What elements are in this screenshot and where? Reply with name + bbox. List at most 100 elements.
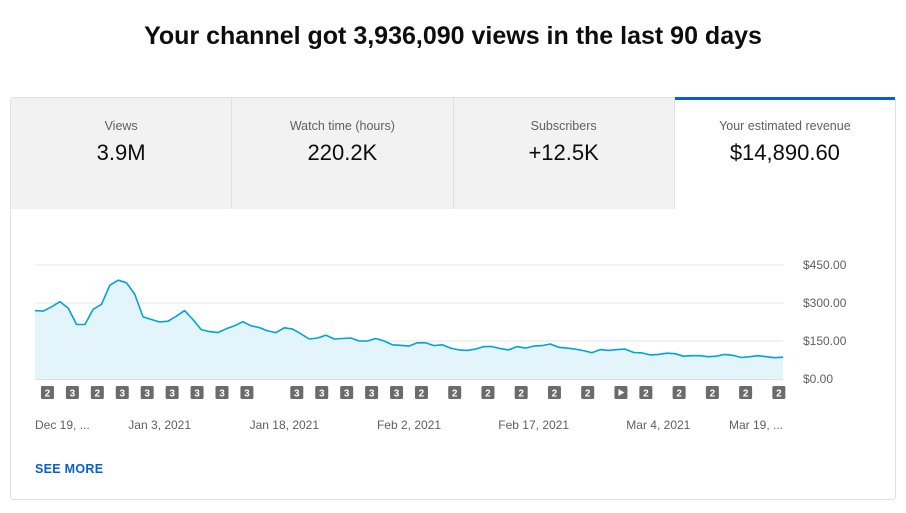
annotation-label: 3 — [70, 389, 76, 400]
annotation-badge — [115, 386, 129, 399]
annotation-label: 2 — [485, 389, 491, 400]
annotation-badge — [140, 386, 154, 399]
annotation-marker: 2 — [772, 386, 786, 400]
annotation-label: 2 — [743, 389, 749, 400]
annotation-label: 3 — [344, 389, 350, 400]
annotation-marker: 2 — [90, 386, 104, 400]
annotation-marker: 2 — [40, 386, 54, 400]
x-tick-label: Feb 2, 2021 — [377, 418, 441, 432]
annotation-label: 2 — [776, 389, 782, 400]
x-tick-label: Jan 18, 2021 — [250, 418, 320, 432]
annotation-badge — [290, 386, 304, 399]
x-tick-label: Jan 3, 2021 — [128, 418, 191, 432]
annotation-label: 3 — [394, 389, 400, 400]
annotation-marker: 3 — [315, 386, 329, 400]
play-icon — [618, 389, 625, 396]
tab-value: 220.2K — [307, 140, 378, 165]
annotation-label: 2 — [710, 389, 716, 400]
annotation-badge — [315, 386, 329, 399]
tab-views[interactable]: Views 3.9M — [11, 98, 233, 209]
annotation-badge — [739, 386, 753, 399]
annotation-marker: 2 — [547, 386, 561, 400]
see-more-link[interactable]: SEE MORE — [35, 462, 104, 476]
y-tick-label: $300.00 — [803, 296, 847, 310]
y-tick-label: $150.00 — [803, 334, 847, 348]
annotation-badge — [705, 386, 719, 399]
annotation-badge — [414, 386, 428, 399]
revenue-chart-svg: $450.00 $300.00 $150.00 $0.00 2 3 2 3 3 3 3 3 3 3 3 3 3 3… — [34, 258, 847, 432]
annotation-badge — [772, 386, 786, 399]
annotation-marker: 3 — [65, 386, 79, 400]
annotation-marker: 2 — [414, 386, 428, 400]
annotation-badge — [40, 386, 54, 399]
annotation-marker: 2 — [581, 386, 595, 400]
x-tick-label: Feb 17, 2021 — [498, 418, 569, 432]
y-tick-label: $0.00 — [803, 372, 833, 386]
annotation-marker: 2 — [672, 386, 686, 400]
tab-watch-time[interactable]: Watch time (hours) 220.2K — [232, 98, 454, 209]
annotation-label: 3 — [369, 389, 375, 400]
annotation-label: 2 — [45, 389, 51, 400]
annotation-badge — [639, 386, 653, 399]
annotation-label: 3 — [244, 389, 250, 400]
series-area — [35, 280, 783, 379]
annotation-label: 2 — [643, 389, 649, 400]
tab-value: 3.9M — [96, 140, 146, 165]
annotation-badge — [190, 386, 204, 399]
annotation-badge — [390, 386, 404, 399]
annotation-label: 2 — [419, 389, 425, 400]
annotation-badge — [547, 386, 561, 399]
page-title: Your channel got 3,936,090 views in the … — [144, 22, 762, 50]
annotation-badge — [90, 386, 104, 399]
tab-label: Views — [104, 119, 138, 133]
series-line — [34, 279, 784, 359]
annotation-marker: 2 — [705, 386, 719, 400]
annotation-marker: 2 — [481, 386, 495, 400]
tab-label: Subscribers — [530, 119, 597, 133]
annotation-label: 3 — [219, 389, 225, 400]
annotation-marker: 3 — [340, 386, 354, 400]
tab-estimated-revenue[interactable]: Your estimated revenue $14,890.60 — [674, 97, 896, 210]
annotation-marker: 2 — [514, 386, 528, 400]
annotation-badge — [481, 386, 495, 399]
tab-value: +12.5K — [528, 140, 599, 165]
annotation-marker: 3 — [215, 386, 229, 400]
annotation-label: 3 — [319, 389, 325, 400]
annotation-badge — [514, 386, 528, 399]
annotation-badge — [240, 386, 254, 399]
annotation-marker: 3 — [115, 386, 129, 400]
annotation-marker: 3 — [240, 386, 254, 400]
tab-subscribers[interactable]: Subscribers +12.5K — [453, 98, 675, 209]
annotation-marker: 3 — [190, 386, 204, 400]
annotation-marker: 3 — [390, 386, 404, 400]
annotation-badge — [672, 386, 686, 399]
annotation-label: 3 — [119, 389, 125, 400]
annotation-marker: 3 — [290, 386, 304, 400]
annotation-label: 3 — [144, 389, 150, 400]
annotation-label: 2 — [452, 389, 458, 400]
annotation-label: 2 — [552, 389, 558, 400]
annotation-marker — [614, 386, 628, 399]
annotation-badge — [365, 386, 379, 399]
tab-value: $14,890.60 — [729, 140, 840, 165]
annotation-marker: 3 — [165, 386, 179, 400]
x-tick-label: Mar 4, 2021 — [626, 418, 690, 432]
annotation-label: 3 — [194, 389, 200, 400]
annotation-badge — [165, 386, 179, 399]
annotation-marker: 2 — [448, 386, 462, 400]
tab-label: Your estimated revenue — [719, 119, 851, 133]
annotation-badge — [581, 386, 595, 399]
analytics-card: Views 3.9M Watch time (hours) 220.2K Sub… — [10, 97, 896, 500]
annotation-badge — [215, 386, 229, 399]
annotation-badge — [448, 386, 462, 399]
x-tick-label: Mar 19, ... — [729, 418, 783, 432]
x-tick-label: Dec 19, ... — [35, 418, 90, 432]
annotation-marker: 2 — [739, 386, 753, 400]
metric-tabs: Views 3.9M Watch time (hours) 220.2K Sub… — [11, 97, 896, 210]
annotation-label: 2 — [518, 389, 524, 400]
annotation-marker: 3 — [365, 386, 379, 400]
annotation-label: 2 — [95, 389, 101, 400]
annotation-badge — [340, 386, 354, 399]
annotation-label: 2 — [585, 389, 591, 400]
revenue-chart: $450.00 $300.00 $150.00 $0.00 2 3 2 3 3 3 3 3 3 3 3 3 3 3… — [11, 210, 895, 450]
